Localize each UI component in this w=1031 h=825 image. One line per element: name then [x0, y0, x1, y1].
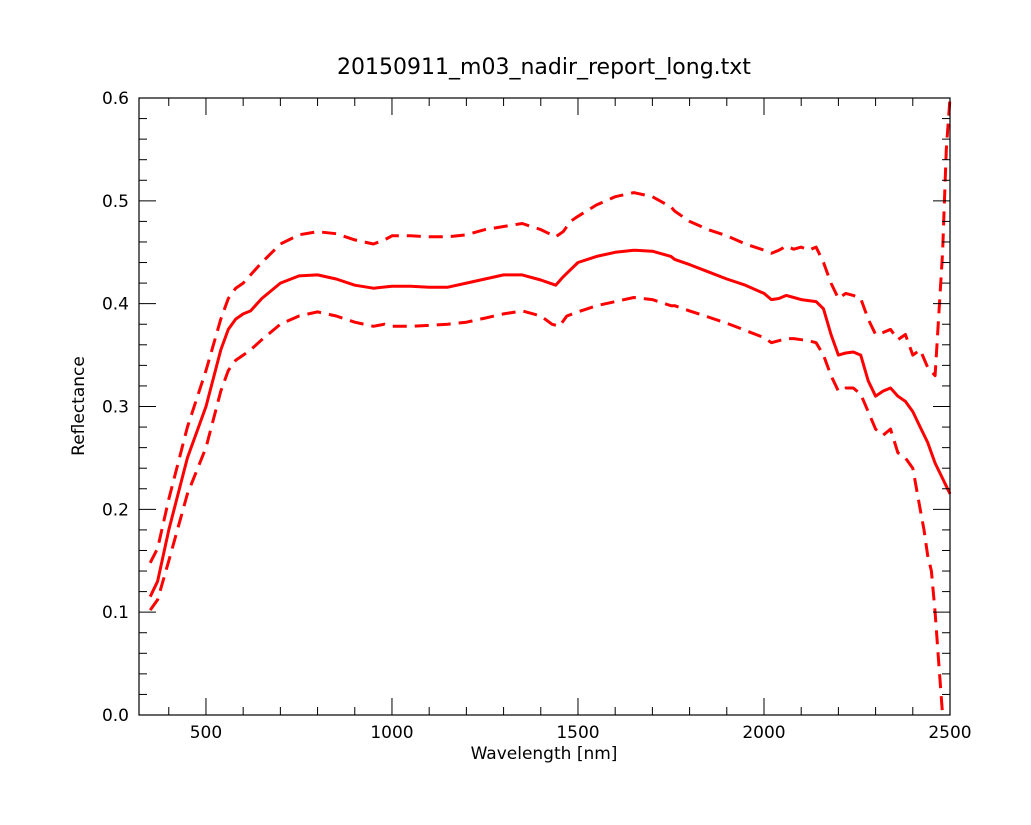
- y-tick-label: 0.3: [102, 398, 129, 418]
- x-axis-label: Wavelength [nm]: [471, 744, 618, 764]
- y-tick-label: 0.6: [102, 89, 129, 109]
- y-tick-label: 0.0: [102, 706, 129, 726]
- y-tick-label: 0.1: [102, 603, 129, 623]
- y-tick-label: 0.4: [102, 295, 129, 315]
- plot-frame: [138, 97, 951, 716]
- mean-reflectance-line: [148, 248, 952, 598]
- y-axis-label: Reflectance: [69, 356, 89, 456]
- y-tick-label: 0.5: [102, 192, 129, 212]
- chart-title: 20150911_m03_nadir_report_long.txt: [337, 55, 751, 80]
- upper-bound-line: [148, 97, 952, 564]
- series-layer: [148, 97, 952, 716]
- x-tick-label: 2500: [928, 723, 971, 743]
- x-tick-label: 1500: [556, 723, 599, 743]
- y-tick-label: 0.2: [102, 500, 129, 520]
- x-tick-label: 2000: [742, 723, 785, 743]
- tick-layer: 500 1000 1500 2000 2500 0.0 0.1 0.2 0.3 0.4 0.5 0.6: [102, 89, 972, 743]
- x-tick-label: 1000: [370, 723, 413, 743]
- lower-bound-line: [148, 296, 945, 716]
- x-tick-label: 500: [190, 723, 222, 743]
